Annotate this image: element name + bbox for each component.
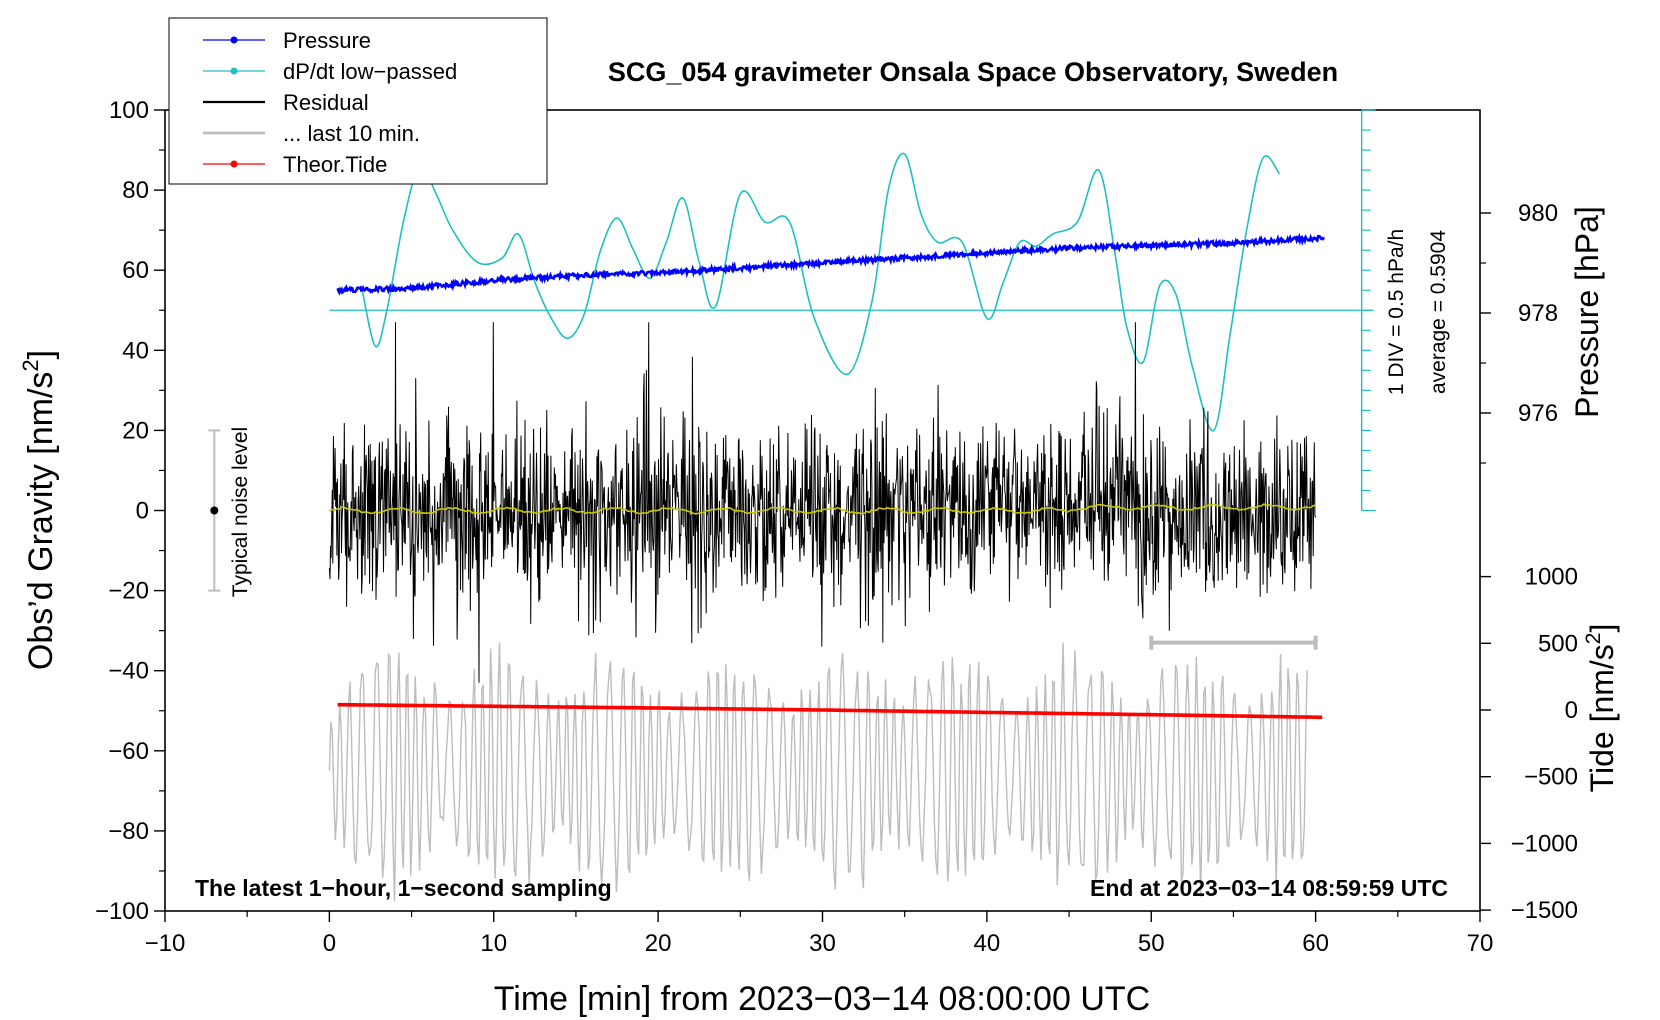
y-tick-label: −80 [108,818,149,845]
theoretical-tide-trace [337,702,1323,720]
tick-layer: −10 0 10 20 30 40 50 60 70100806040200−20−40−60−… [95,97,1578,957]
x-tick-label: 0 [323,930,336,957]
residual-trace [328,322,1316,683]
y-axis-label-tide: Tide [nm/s2] [1582,624,1620,793]
tide-tick-label: 1000 [1525,564,1578,591]
legend-label-residual: Residual [283,90,369,115]
x-axis-label: Time [min] from 2023−03−14 08:00:00 UTC [494,980,1150,1018]
legend-marker-tide [230,160,238,168]
y-tick-label: 80 [122,177,149,204]
x-tick-label: −10 [145,930,186,957]
tide-tick-label: 0 [1565,697,1578,724]
legend-label-pressure: Pressure [283,28,371,53]
series-layer [208,109,1376,902]
pressure-trace [336,232,1325,296]
y-axis-label-tide-sup: 2 [1582,633,1605,645]
x-tick-label: 60 [1302,930,1329,957]
legend-label-tide: Theor.Tide [283,152,387,177]
chart-title: SCG_054 gravimeter Onsala Space Observat… [608,57,1338,87]
residual-lowpassed-trace [328,503,1316,515]
y-axis-label-gravity: Obs’d Gravity [nm/s2] [18,350,60,670]
pressure-tick-label: 978 [1518,300,1558,327]
pressure-tick-label: 976 [1518,400,1558,427]
y-tick-label: −100 [95,898,149,925]
x-tick-label: 50 [1138,930,1165,957]
average-annotation: average = 0.5904 [1427,230,1450,394]
tide-tick-label: −1500 [1511,897,1578,924]
legend-marker-dpdt [230,67,238,75]
y-tick-label: −20 [108,578,149,605]
y-tick-label: 60 [122,257,149,284]
x-tick-label: 40 [974,930,1001,957]
x-tick-label: 20 [645,930,672,957]
y-tick-label: −40 [108,658,149,685]
y-axis-label-pressure: Pressure [hPa] [1569,206,1605,418]
x-tick-label: 30 [809,930,836,957]
annotation-bottom-right: End at 2023−03−14 08:59:59 UTC [1090,875,1448,901]
y-axis-label-tide-main: Tide [nm/s [1584,644,1620,792]
tide-tick-label: −1000 [1511,830,1578,857]
noise-level-label: Typical noise level [229,427,252,597]
annotation-bottom-left: The latest 1−hour, 1−second sampling [195,875,612,901]
tide-tick-label: −500 [1524,764,1578,791]
pressure-tick-label: 980 [1518,200,1558,227]
y-axis-label-gravity-tail: ] [22,350,60,359]
last-10-min-trace [328,642,1308,902]
y-axis-label-gravity-sup: 2 [18,359,43,371]
y-tick-label: 0 [136,498,149,525]
x-tick-label: 70 [1467,930,1494,957]
noise-level-center-dot [210,506,219,515]
div-annotation: 1 DIV = 0.5 hPa/h [1385,229,1408,395]
y-tick-label: 40 [122,337,149,364]
y-axis-label-tide-tail: ] [1584,624,1620,633]
y-axis-label-gravity-main: Obs’d Gravity [nm/s [22,372,60,671]
dpdt-lowpassed-curve [361,152,1281,432]
tide-tick-label: 500 [1538,630,1578,657]
legend-label-last10: ... last 10 min. [283,121,420,146]
legend: Pressure dP/dt low−passed Residual ... l… [168,17,548,185]
legend-marker-pressure [230,36,238,44]
legend-label-dpdt: dP/dt low−passed [283,59,457,84]
x-tick-label: 10 [480,930,507,957]
y-tick-label: 20 [122,417,149,444]
y-tick-label: 100 [109,97,149,124]
y-tick-label: −60 [108,738,149,765]
